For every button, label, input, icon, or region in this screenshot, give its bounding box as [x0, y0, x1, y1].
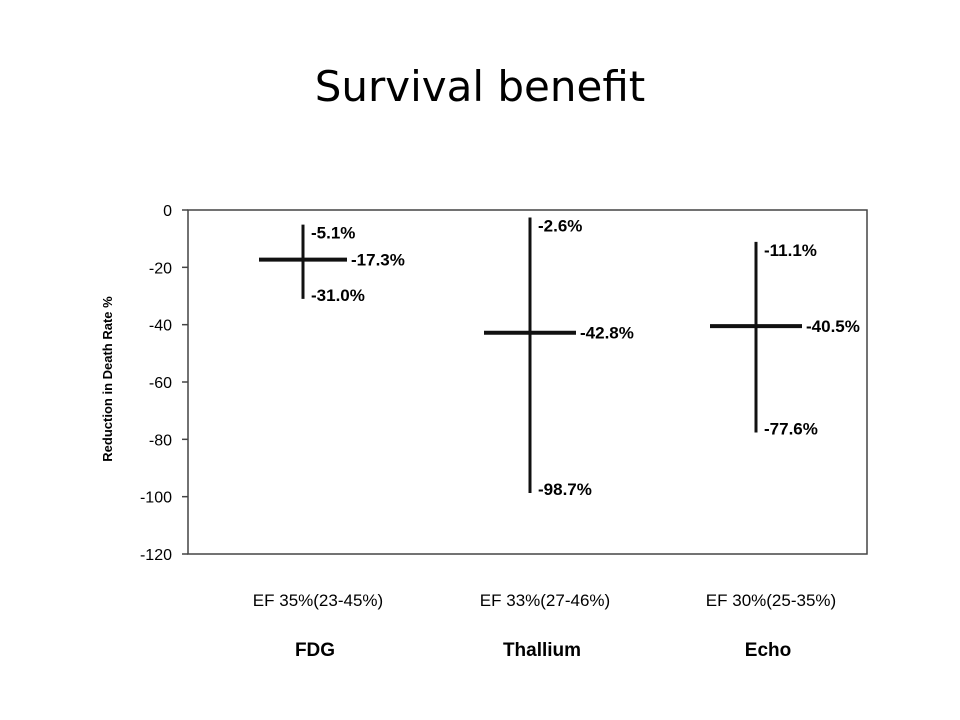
category-label: FDG: [295, 640, 335, 661]
y-tick-label: -40: [149, 318, 172, 335]
lower-value-label: -31.0%: [311, 286, 365, 305]
plot-area-frame: [187, 209, 868, 555]
y-tick-label: -80: [149, 432, 172, 449]
y-axis-ticks: 0 -20 -40 -60 -80 -100 -120: [140, 203, 188, 564]
y-axis-label: Reduction in Death Rate %: [100, 296, 115, 462]
lower-value-label: -98.7%: [538, 480, 592, 499]
upper-value-label: -2.6%: [538, 216, 582, 235]
category-subtitle: EF 30%(25-35%): [706, 591, 836, 610]
estimate-value-label: -17.3%: [351, 251, 405, 270]
y-tick-label: -20: [149, 260, 172, 277]
y-tick-label: -120: [140, 547, 172, 564]
y-tick-label: 0: [163, 203, 172, 220]
y-tick-label: -100: [140, 490, 172, 507]
estimate-value-label: -40.5%: [806, 317, 860, 336]
x-axis-categories: EF 35%(23-45%) FDG EF 33%(27-46%) Thallium E…: [253, 591, 836, 661]
category-subtitle: EF 35%(23-45%): [253, 591, 383, 610]
category-label: Thallium: [503, 640, 581, 661]
estimate-value-label: -42.8%: [580, 324, 634, 343]
lower-value-label: -77.6%: [764, 419, 818, 438]
upper-value-label: -5.1%: [311, 224, 355, 243]
y-tick-label: -60: [149, 375, 172, 392]
category-subtitle: EF 33%(27-46%): [480, 591, 610, 610]
slide-title: Survival benefit: [314, 62, 646, 111]
upper-value-label: -11.1%: [764, 241, 817, 260]
estimate-marks: -5.1% -31.0% -17.3% -2.6% -98.7% -42.8% -11.1%…: [259, 216, 860, 499]
category-label: Echo: [745, 640, 791, 661]
